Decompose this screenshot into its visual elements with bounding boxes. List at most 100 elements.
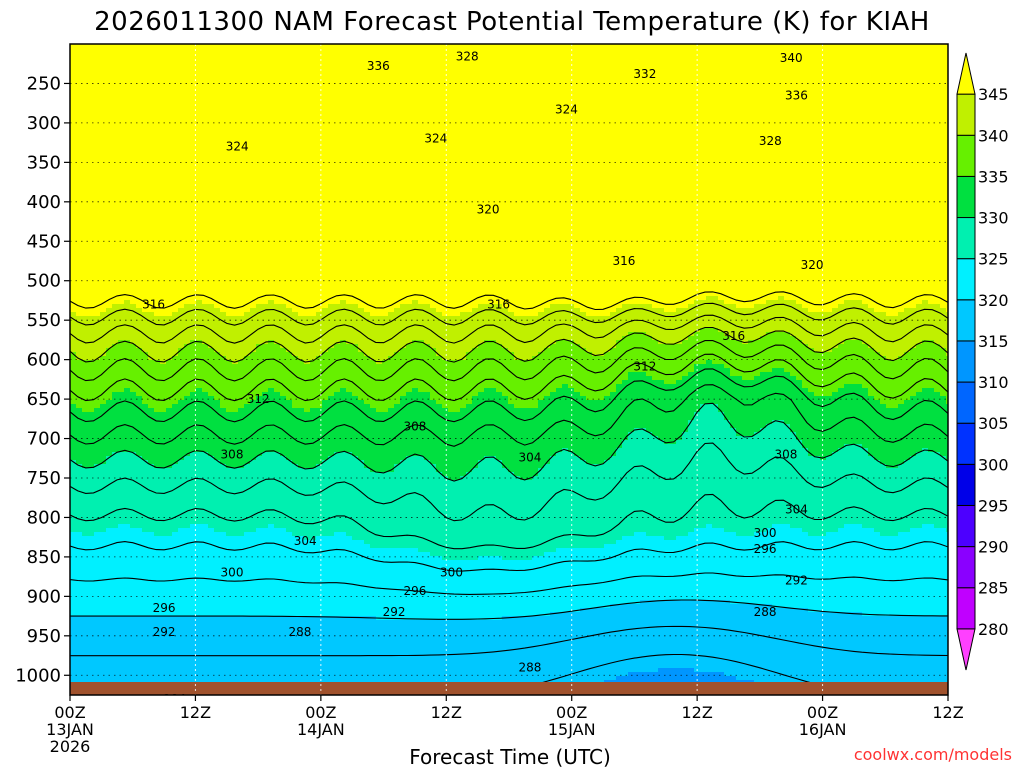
band-cell [118, 52, 125, 57]
band-cell [220, 668, 227, 673]
band-cell [184, 532, 191, 537]
band-cell [118, 252, 125, 257]
band-cell [172, 52, 179, 57]
band-cell [202, 492, 209, 497]
band-cell [88, 600, 95, 605]
band-cell [88, 144, 95, 149]
band-cell [202, 388, 209, 393]
band-cell [112, 128, 119, 133]
band-cell [124, 472, 131, 477]
band-cell [70, 664, 77, 669]
band-cell [118, 132, 125, 137]
band-cell [154, 548, 161, 553]
band-cell [130, 176, 137, 181]
band-cell [244, 176, 251, 181]
band-cell [76, 480, 83, 485]
band-cell [118, 436, 125, 441]
band-cell [196, 92, 203, 97]
band-cell [202, 116, 209, 121]
band-cell [94, 636, 101, 641]
band-cell [112, 532, 119, 537]
band-cell [82, 152, 89, 157]
band-cell [142, 624, 149, 629]
band-cell [220, 400, 227, 405]
band-cell [214, 372, 221, 377]
band-cell [232, 296, 239, 301]
band-cell [94, 156, 101, 161]
band-cell [118, 676, 125, 681]
band-cell [76, 196, 83, 201]
band-cell [148, 208, 155, 213]
band-cell [82, 72, 89, 77]
band-cell [148, 260, 155, 265]
band-cell [184, 200, 191, 205]
band-cell [172, 296, 179, 301]
band-cell [76, 56, 83, 61]
band-cell [118, 208, 125, 213]
band-cell [130, 116, 137, 121]
band-cell [118, 116, 125, 121]
band-cell [136, 136, 143, 141]
band-cell [70, 540, 77, 545]
band-cell [244, 208, 251, 213]
band-cell [250, 376, 257, 381]
band-cell [148, 204, 155, 209]
band-cell [76, 560, 83, 565]
band-cell [142, 504, 149, 509]
band-cell [112, 648, 119, 653]
band-cell [226, 172, 233, 177]
band-cell [94, 316, 101, 321]
chart-title: 2026011300 NAM Forecast Potential Temper… [94, 7, 930, 37]
band-cell [178, 396, 185, 401]
band-cell [208, 488, 215, 493]
band-cell [88, 584, 95, 589]
band-cell [202, 148, 209, 153]
band-cell [184, 636, 191, 641]
band-cell [88, 200, 95, 205]
band-cell [232, 48, 239, 53]
band-cell [208, 464, 215, 469]
band-cell [166, 244, 173, 249]
band-cell [244, 132, 251, 137]
band-cell [202, 364, 209, 369]
band-cell [202, 124, 209, 129]
band-cell [82, 192, 89, 197]
band-cell [226, 536, 233, 541]
band-cell [160, 616, 167, 621]
band-cell [106, 60, 113, 65]
band-cell [226, 328, 233, 333]
band-cell [112, 232, 119, 237]
band-cell [94, 616, 101, 621]
band-cell [82, 76, 89, 81]
band-cell [172, 200, 179, 205]
band-cell [88, 648, 95, 653]
band-cell [124, 164, 131, 169]
band-cell [100, 608, 107, 613]
band-cell [106, 572, 113, 577]
band-cell [100, 324, 107, 329]
band-cell [208, 184, 215, 189]
band-cell [208, 340, 215, 345]
band-cell [172, 180, 179, 185]
band-cell [196, 636, 203, 641]
band-cell [94, 560, 101, 565]
band-cell [166, 568, 173, 573]
band-cell [208, 524, 215, 529]
band-cell [184, 148, 191, 153]
band-cell [154, 524, 161, 529]
band-cell [118, 604, 125, 609]
band-cell [166, 656, 173, 661]
band-cell [76, 388, 83, 393]
band-cell [142, 132, 149, 137]
band-cell [124, 584, 131, 589]
band-cell [232, 660, 239, 665]
band-cell [118, 152, 125, 157]
band-cell [172, 548, 179, 553]
band-cell [220, 344, 227, 349]
band-cell [154, 208, 161, 213]
band-cell [94, 384, 101, 389]
band-cell [232, 64, 239, 69]
band-cell [214, 296, 221, 301]
band-cell [214, 468, 221, 473]
band-cell [112, 112, 119, 117]
